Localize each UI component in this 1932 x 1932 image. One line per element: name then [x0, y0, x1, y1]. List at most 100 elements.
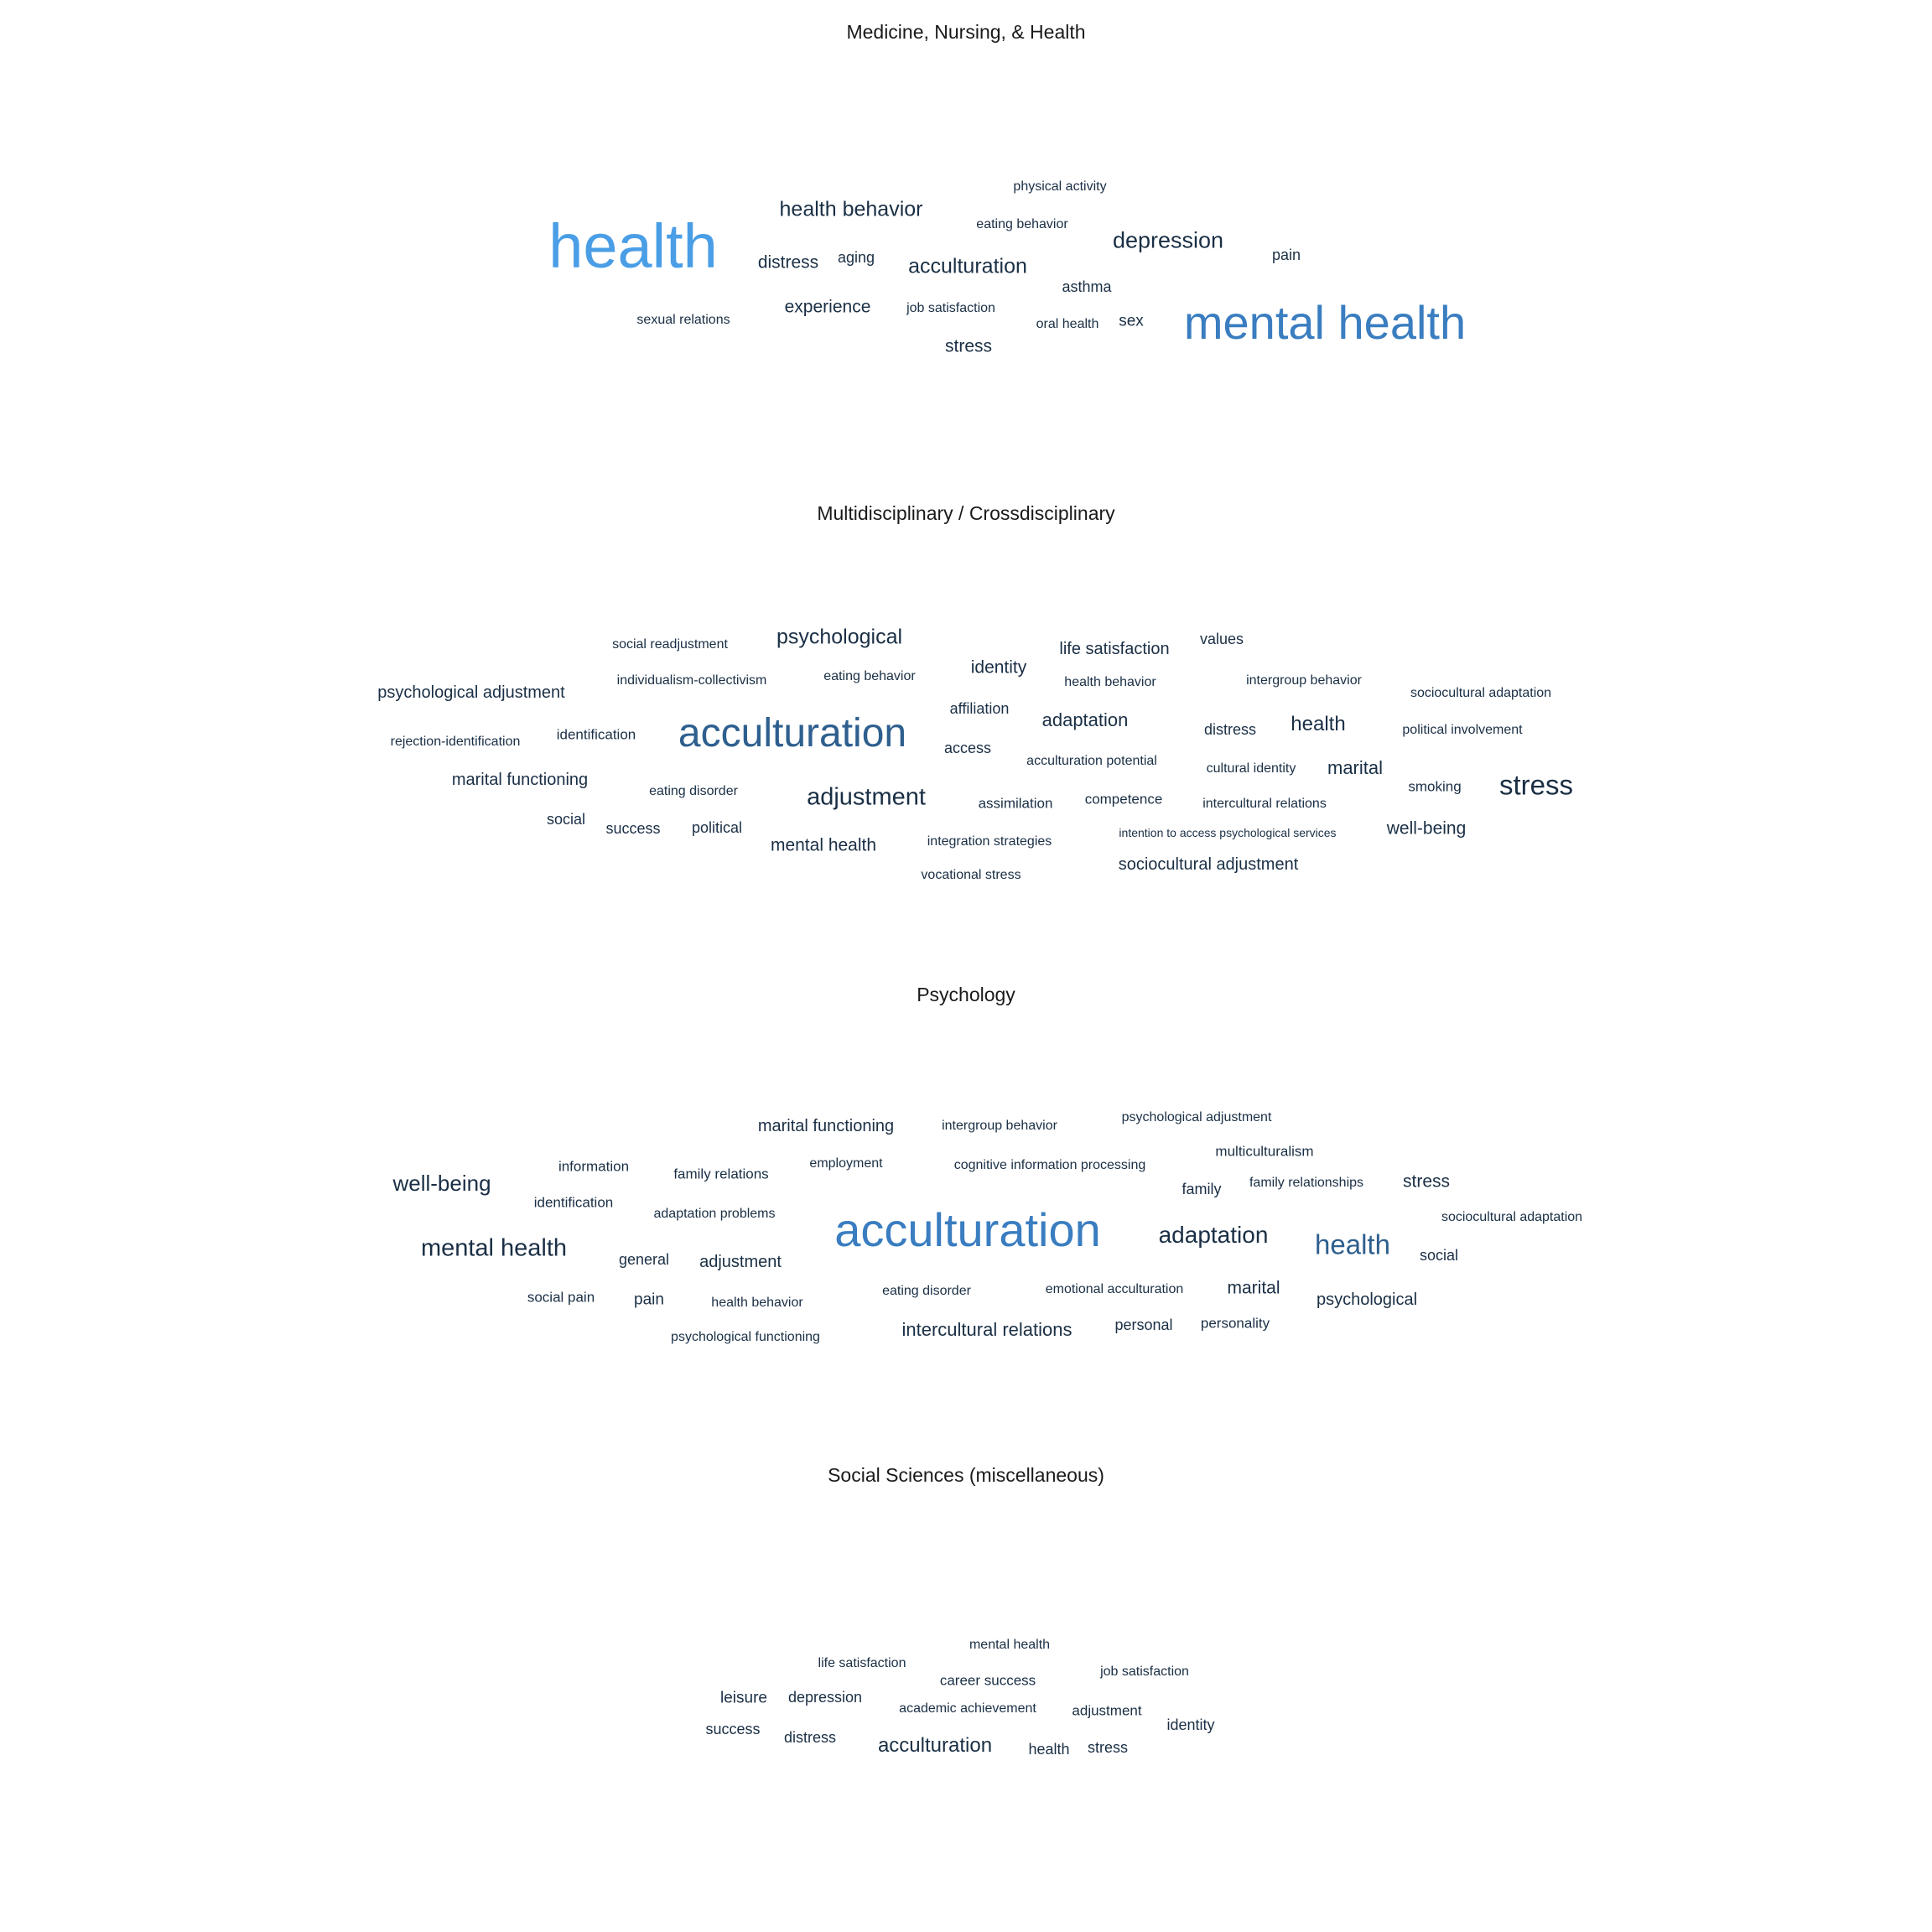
word-mental-health: mental health	[969, 1638, 1051, 1652]
word-distress: distress	[757, 252, 819, 273]
word-health-behavior: health behavior	[1064, 675, 1156, 689]
word-intercultural-relations: intercultural relations	[1202, 797, 1327, 811]
word-eating-disorder: eating disorder	[649, 784, 738, 798]
word-stress: stress	[944, 336, 993, 356]
word-vocational-stress: vocational stress	[921, 868, 1021, 882]
word-acculturation-potential: acculturation potential	[1026, 754, 1157, 768]
word-career-success: career success	[939, 1672, 1036, 1689]
word-adaptation: adaptation	[1158, 1222, 1269, 1248]
word-depression: depression	[787, 1689, 863, 1706]
word-intergroup-behavior: intergroup behavior	[1246, 673, 1362, 688]
word-political-involvement: political involvement	[1402, 723, 1523, 737]
word-distress: distress	[1203, 721, 1257, 738]
word-cultural-identity: cultural identity	[1206, 761, 1296, 776]
word-success: success	[605, 820, 661, 837]
word-acculturation: acculturation	[678, 711, 907, 756]
word-eating-behavior: eating behavior	[976, 217, 1068, 231]
word-depression: depression	[1112, 227, 1224, 253]
word-oral-health: oral health	[1036, 317, 1099, 331]
word-eating-behavior: eating behavior	[823, 669, 916, 683]
word-leisure: leisure	[720, 1689, 767, 1707]
word-acculturation: acculturation	[834, 1203, 1101, 1256]
word-pain: pain	[1271, 247, 1301, 263]
word-mental-health: mental health	[420, 1234, 568, 1262]
word-identity: identity	[970, 657, 1027, 678]
word-psychological-functioning: psychological functioning	[671, 1330, 820, 1344]
word-adjustment: adjustment	[1072, 1702, 1142, 1719]
word-social-readjustment: social readjustment	[612, 637, 728, 652]
word-stress: stress	[1498, 769, 1574, 801]
word-life-satisfaction: life satisfaction	[818, 1656, 906, 1670]
word-health: health	[1028, 1741, 1070, 1758]
word-stress: stress	[1087, 1739, 1129, 1756]
word-marital-functioning: marital functioning	[757, 1117, 895, 1135]
word-asthma: asthma	[1062, 278, 1112, 295]
word-social: social	[1419, 1247, 1459, 1264]
panel-title-psychology: Psychology	[917, 984, 1015, 1005]
word-health: health	[1315, 1228, 1390, 1260]
word-values: values	[1199, 631, 1244, 647]
word-distress: distress	[783, 1729, 837, 1746]
word-sociocultural-adaptation: sociocultural adaptation	[1410, 686, 1552, 700]
word-adaptation: adaptation	[1041, 709, 1129, 730]
word-acculturation: acculturation	[877, 1734, 993, 1757]
word-access: access	[943, 740, 992, 756]
word-psychological-adjustment: psychological adjustment	[1121, 1110, 1272, 1124]
word-psychological: psychological	[1316, 1291, 1418, 1309]
word-physical-activity: physical activity	[1013, 179, 1107, 194]
word-social: social	[546, 811, 586, 828]
word-family: family	[1182, 1181, 1222, 1197]
word-eating-disorder: eating disorder	[882, 1284, 971, 1298]
word-psychological: psychological	[776, 625, 903, 649]
word-social-pain: social pain	[527, 1289, 595, 1306]
word-personality: personality	[1200, 1315, 1270, 1332]
word-integration-strategies: integration strategies	[927, 834, 1052, 849]
word-competence: competence	[1084, 791, 1163, 808]
word-cognitive-information-processing: cognitive information processing	[953, 1158, 1146, 1172]
word-rejection-identification: rejection-identification	[390, 735, 521, 749]
word-experience: experience	[784, 297, 871, 317]
word-success: success	[705, 1721, 761, 1737]
word-identification: identification	[533, 1194, 614, 1211]
word-life-satisfaction: life satisfaction	[1059, 640, 1170, 658]
word-health: health	[1291, 713, 1346, 735]
word-intercultural-relations: intercultural relations	[901, 1319, 1072, 1340]
word-psychological-adjustment: psychological adjustment	[377, 683, 565, 702]
word-intergroup-behavior: intergroup behavior	[942, 1119, 1057, 1133]
panel-title-medicine-nursing-health: Medicine, Nursing, & Health	[846, 21, 1086, 43]
word-marital: marital	[1227, 1278, 1280, 1298]
word-multiculturalism: multiculturalism	[1215, 1143, 1314, 1160]
word-job-satisfaction: job satisfaction	[906, 301, 995, 315]
word-information: information	[558, 1158, 630, 1175]
word-individualism-collectivism: individualism-collectivism	[616, 673, 767, 688]
word-stress: stress	[1402, 1171, 1451, 1192]
word-intention-to-access-psychological-services: intention to access psychological servic…	[1119, 826, 1337, 839]
word-adaptation-problems: adaptation problems	[653, 1207, 776, 1221]
word-personal: personal	[1114, 1317, 1173, 1333]
panel-title-social-sciences-miscellaneous: Social Sciences (miscellaneous)	[828, 1464, 1104, 1486]
word-sociocultural-adaptation: sociocultural adaptation	[1441, 1210, 1583, 1224]
word-affiliation: affiliation	[949, 700, 1010, 717]
word-mental-health: mental health	[1183, 296, 1467, 349]
word-employment: employment	[809, 1156, 883, 1171]
word-emotional-acculturation: emotional acculturation	[1045, 1282, 1184, 1296]
word-sociocultural-adjustment: sociocultural adjustment	[1118, 855, 1299, 874]
panel-title-multidisciplinary-crossdisciplinary: Multidisciplinary / Crossdisciplinary	[817, 502, 1115, 524]
word-sexual-relations: sexual relations	[636, 313, 730, 327]
word-identity: identity	[1166, 1716, 1215, 1733]
word-well-being: well-being	[1386, 818, 1467, 839]
word-acculturation: acculturation	[908, 254, 1027, 278]
word-family-relations: family relations	[673, 1166, 769, 1182]
word-pain: pain	[634, 1291, 664, 1309]
word-health-behavior: health behavior	[779, 197, 923, 221]
word-marital-functioning: marital functioning	[451, 771, 589, 789]
word-assimilation: assimilation	[978, 795, 1053, 812]
word-well-being: well-being	[392, 1171, 491, 1196]
word-health-behavior: health behavior	[711, 1296, 803, 1310]
word-aging: aging	[837, 249, 875, 266]
word-adjustment: adjustment	[807, 783, 926, 811]
word-family-relationships: family relationships	[1249, 1176, 1364, 1190]
word-sex: sex	[1119, 312, 1144, 330]
word-mental-health: mental health	[770, 835, 877, 855]
